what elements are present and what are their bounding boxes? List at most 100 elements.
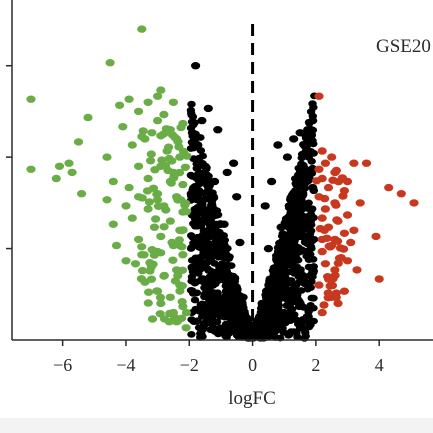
data-point-down [143,98,153,107]
data-point-down [153,92,163,100]
data-point-down [118,123,128,131]
background-point [198,152,207,160]
data-point-up [317,147,327,155]
data-point-not_significant [235,238,245,247]
background-point [303,176,312,184]
background-point [196,147,206,154]
background-point [304,314,313,322]
data-point-down [164,143,174,151]
background-point [193,204,202,211]
data-point-not_significant [197,235,207,244]
data-point-down [181,208,191,216]
data-point-down [127,141,137,149]
data-point-up [355,199,365,207]
data-point-up [320,194,330,203]
data-point-down [147,246,157,254]
background-point [239,309,248,317]
data-point-up [346,238,356,247]
data-point-not_significant [187,129,197,137]
data-point-down [173,317,183,325]
background-point [252,320,261,328]
data-point-not_significant [213,126,223,134]
background-point [190,296,200,304]
data-point-down [165,293,175,301]
background-point [188,234,197,241]
background-point [261,327,270,334]
x-axis-label: logFC [228,388,276,409]
data-point-up [332,216,342,224]
background-point [303,285,312,293]
data-point-down [167,238,177,247]
background-point [274,324,283,332]
data-point-not_significant [248,333,258,341]
data-point-up [374,275,384,283]
data-point-up [317,247,327,256]
data-point-up [342,211,353,219]
background-point [306,304,315,312]
data-point-down [111,241,122,250]
data-point-up [319,226,329,234]
background-point [296,201,305,208]
data-point-down [121,202,131,210]
data-point-up [352,266,362,274]
data-point-up [327,153,337,161]
data-point-down [137,266,148,275]
data-point-down [121,257,131,265]
background-point [297,160,306,168]
data-point-not_significant [238,293,248,301]
background-point [302,247,311,255]
background-point [298,189,308,197]
background-point [300,277,309,285]
background-point [288,312,298,320]
data-point-down [159,223,169,231]
data-point-not_significant [191,61,201,70]
data-point-up [361,159,372,167]
background-point [274,286,284,293]
background-point [187,118,197,126]
data-point-not_significant [263,321,273,329]
data-point-down [146,157,156,165]
background-point [307,125,316,133]
data-point-up [314,92,324,100]
data-point-down [177,226,187,235]
data-point-down [143,174,153,183]
background-point [198,300,207,308]
data-point-not_significant [279,308,289,317]
data-point-not_significant [295,129,305,137]
background-point [282,296,291,303]
data-point-not_significant [194,187,204,195]
background-point [285,230,295,238]
data-point-down [152,196,163,204]
background-point [286,328,296,336]
data-point-down [150,166,160,174]
background-point [211,268,220,276]
data-point-down [134,162,144,170]
data-point-up [334,254,345,262]
data-point-not_significant [295,232,305,241]
y-ticks [6,64,12,250]
data-point-not_significant [229,159,239,167]
background-point [222,288,231,295]
background-point [187,100,196,108]
background-point [211,299,221,307]
background-point [187,273,197,281]
data-point-not_significant [308,269,318,277]
data-point-not_significant [292,287,302,295]
background-point [269,313,279,321]
background-point [205,245,214,253]
data-point-down [156,86,166,94]
data-point-up [333,177,344,186]
data-point-not_significant [308,183,318,192]
data-point-up [331,166,341,175]
background-point [191,194,201,202]
data-point-down [181,324,191,332]
data-point-up [323,183,334,192]
data-point-down [73,138,84,146]
background-point [277,245,287,252]
data-point-not_significant [282,153,292,161]
data-point-down [67,168,77,177]
data-point-down [159,315,170,323]
data-point-not_significant [232,318,242,326]
data-point-up [409,199,419,207]
